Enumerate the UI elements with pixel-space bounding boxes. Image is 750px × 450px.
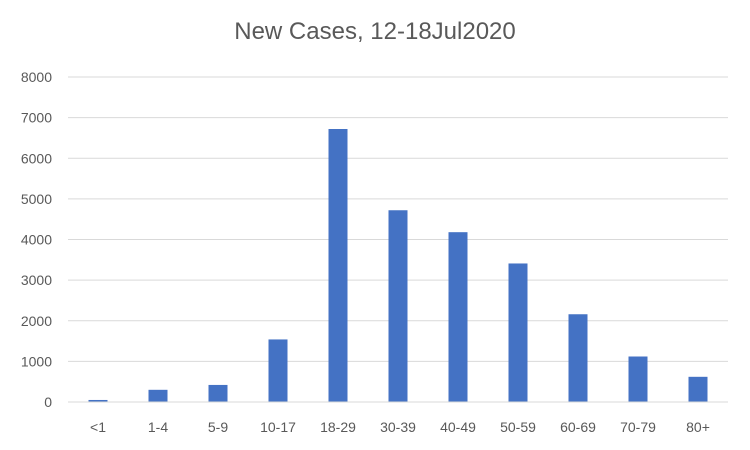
y-tick-label: 3000 [21, 272, 52, 288]
y-tick-label: 7000 [21, 110, 52, 126]
x-tick-label: 5-9 [208, 419, 228, 435]
bar [388, 210, 408, 402]
x-tick-label: 30-39 [380, 419, 416, 435]
bar [88, 399, 108, 402]
x-tick-label: 50-59 [500, 419, 536, 435]
y-tick-label: 2000 [21, 313, 52, 329]
y-tick-label: 6000 [21, 150, 52, 166]
y-tick-label: 0 [44, 394, 52, 410]
y-tick-label: 4000 [21, 232, 52, 248]
bar [508, 263, 528, 402]
x-tick-label: 70-79 [620, 419, 656, 435]
y-tick-label: 8000 [21, 69, 52, 85]
bar [208, 384, 228, 402]
bar [148, 389, 168, 402]
bar [448, 232, 468, 402]
bar [568, 314, 588, 402]
x-tick-label: 18-29 [320, 419, 356, 435]
x-tick-label: <1 [90, 419, 106, 435]
y-tick-label: 1000 [21, 353, 52, 369]
x-tick-label: 10-17 [260, 419, 296, 435]
chart-title: New Cases, 12-18Jul2020 [234, 18, 516, 45]
bar [328, 129, 348, 402]
bar [268, 339, 288, 402]
x-tick-label: 80+ [686, 419, 710, 435]
x-tick-label: 60-69 [560, 419, 596, 435]
bar [628, 356, 648, 402]
x-tick-label: 1-4 [148, 419, 168, 435]
y-tick-label: 5000 [21, 191, 52, 207]
bar [688, 376, 708, 402]
x-tick-label: 40-49 [440, 419, 476, 435]
